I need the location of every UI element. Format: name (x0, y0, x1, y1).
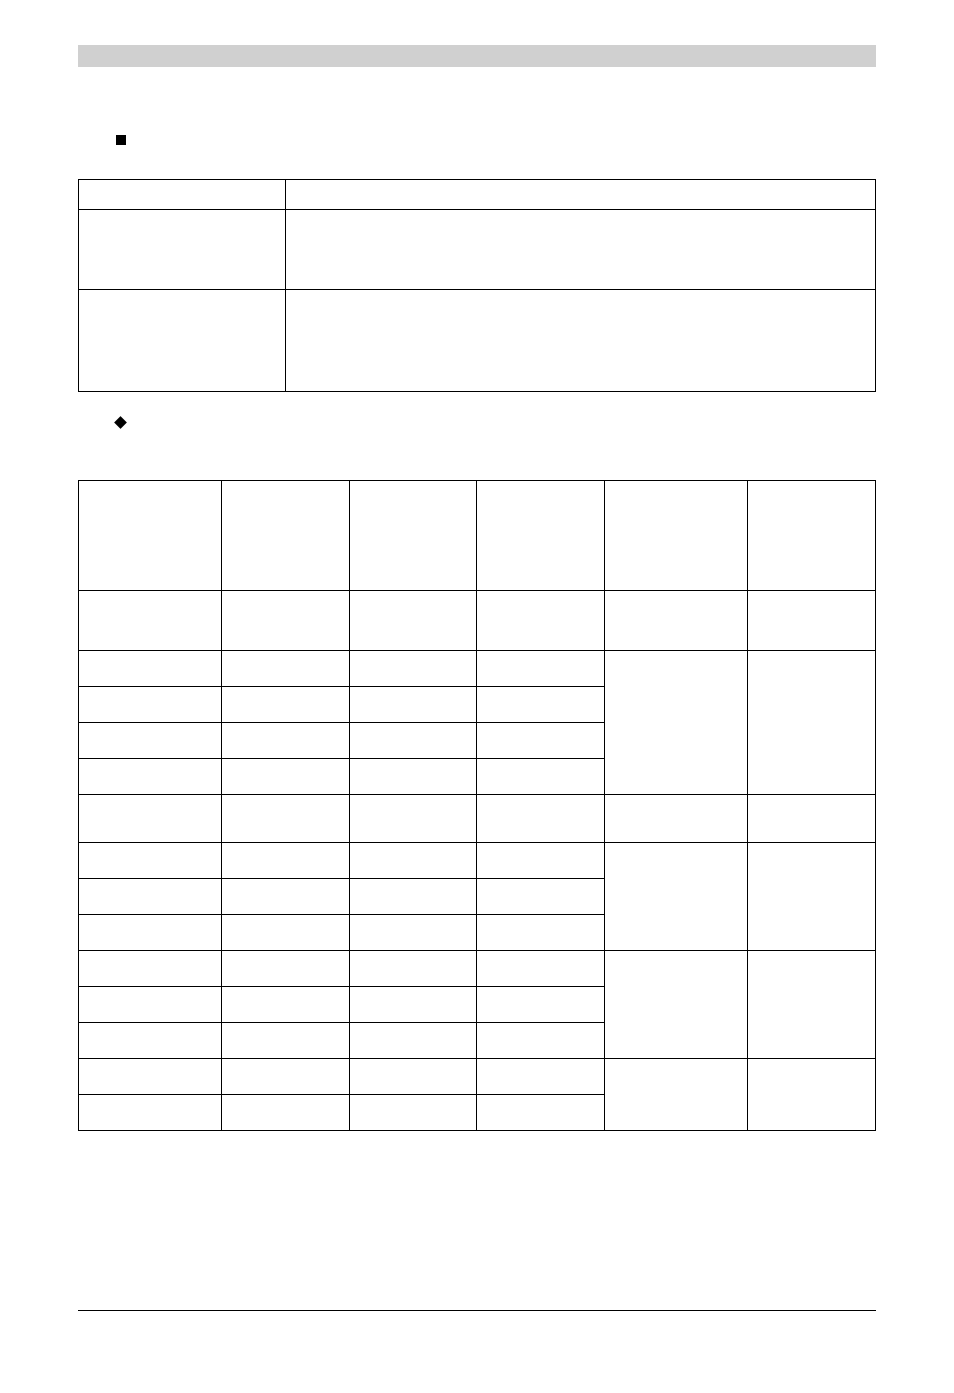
t2-mid-c4 (477, 795, 605, 843)
t2-g1r1c4 (477, 687, 605, 723)
t2-g2r2c2 (222, 915, 350, 951)
t2-g3r2c3 (349, 1023, 477, 1059)
table1-r1c1 (286, 210, 876, 290)
t2-lr1c3 (349, 1095, 477, 1131)
t2-g1r3c3 (349, 759, 477, 795)
section-header (78, 131, 876, 149)
t2-g2r0c2 (222, 843, 350, 879)
t2-lr0c2 (222, 1059, 350, 1095)
t2-mid-c2 (222, 795, 350, 843)
t2-g3r1c4 (477, 987, 605, 1023)
t2-g1r0c3 (349, 651, 477, 687)
t2-g1r0c2 (222, 651, 350, 687)
t2-g2r1c1 (79, 879, 222, 915)
t2-g1r3c4 (477, 759, 605, 795)
t2-g3r2c1 (79, 1023, 222, 1059)
t2-g1r0c1 (79, 651, 222, 687)
t2-lr1c2 (222, 1095, 350, 1131)
table1-r2c1 (286, 290, 876, 392)
t2-g2r0c1 (79, 843, 222, 879)
t2-g3r2c2 (222, 1023, 350, 1059)
t2-g2r2c3 (349, 915, 477, 951)
main-table (78, 480, 876, 1131)
header-bar (78, 45, 876, 67)
t2-g3r0c4 (477, 951, 605, 987)
t2-g3r1c3 (349, 987, 477, 1023)
t2-g2r0c4 (477, 843, 605, 879)
t2-intro-c2 (222, 591, 350, 651)
t2-intro-c4 (477, 591, 605, 651)
t2-g1r2c4 (477, 723, 605, 759)
t2-g3-span-c6 (748, 951, 876, 1059)
t2-mid-c1 (79, 795, 222, 843)
t2-mid-c6 (748, 795, 876, 843)
t2-g1r1c1 (79, 687, 222, 723)
t2-lr0c3 (349, 1059, 477, 1095)
t2-g2-span-c5 (605, 843, 748, 951)
t2-g2r1c2 (222, 879, 350, 915)
t2-g1-span-c6 (748, 651, 876, 795)
t2-intro-c1 (79, 591, 222, 651)
t2-intro-c5 (605, 591, 748, 651)
t2-lr1c1 (79, 1095, 222, 1131)
t2-g2r1c4 (477, 879, 605, 915)
t2-lr-span-c5 (605, 1059, 748, 1131)
subsection-header (78, 414, 876, 432)
t2-hdr-c3 (349, 481, 477, 591)
t2-lr-span-c6 (748, 1059, 876, 1131)
t2-g3r1c1 (79, 987, 222, 1023)
t2-g1r2c2 (222, 723, 350, 759)
t2-g1r2c1 (79, 723, 222, 759)
t2-hdr-c6 (748, 481, 876, 591)
t2-g2r2c1 (79, 915, 222, 951)
t2-g1r2c3 (349, 723, 477, 759)
t2-g3-span-c5 (605, 951, 748, 1059)
t2-lr0c1 (79, 1059, 222, 1095)
t2-g2r1c3 (349, 879, 477, 915)
footer-rule (78, 1310, 876, 1311)
t2-g3r0c2 (222, 951, 350, 987)
table1-r0c1 (286, 180, 876, 210)
t2-intro-c6 (748, 591, 876, 651)
t2-g1r3c2 (222, 759, 350, 795)
t2-lr1c4 (477, 1095, 605, 1131)
t2-hdr-c1 (79, 481, 222, 591)
table1-r0c0 (79, 180, 286, 210)
t2-g2-span-c6 (748, 843, 876, 951)
t2-g3r0c1 (79, 951, 222, 987)
t2-g3r2c4 (477, 1023, 605, 1059)
t2-g1-span-c5 (605, 651, 748, 795)
page-content (0, 131, 954, 1131)
t2-mid-c3 (349, 795, 477, 843)
t2-g1r3c1 (79, 759, 222, 795)
t2-g3r1c2 (222, 987, 350, 1023)
table1-r1c0 (79, 210, 286, 290)
t2-g1r0c4 (477, 651, 605, 687)
intro-table (78, 179, 876, 392)
t2-lr0c4 (477, 1059, 605, 1095)
t2-mid-c5 (605, 795, 748, 843)
t2-hdr-c2 (222, 481, 350, 591)
t2-hdr-c5 (605, 481, 748, 591)
square-bullet-icon (116, 135, 126, 145)
t2-hdr-c4 (477, 481, 605, 591)
diamond-bullet-icon (114, 416, 127, 429)
t2-g2r2c4 (477, 915, 605, 951)
t2-g1r1c2 (222, 687, 350, 723)
table1-r2c0 (79, 290, 286, 392)
t2-g1r1c3 (349, 687, 477, 723)
t2-g2r0c3 (349, 843, 477, 879)
t2-g3r0c3 (349, 951, 477, 987)
t2-intro-c3 (349, 591, 477, 651)
